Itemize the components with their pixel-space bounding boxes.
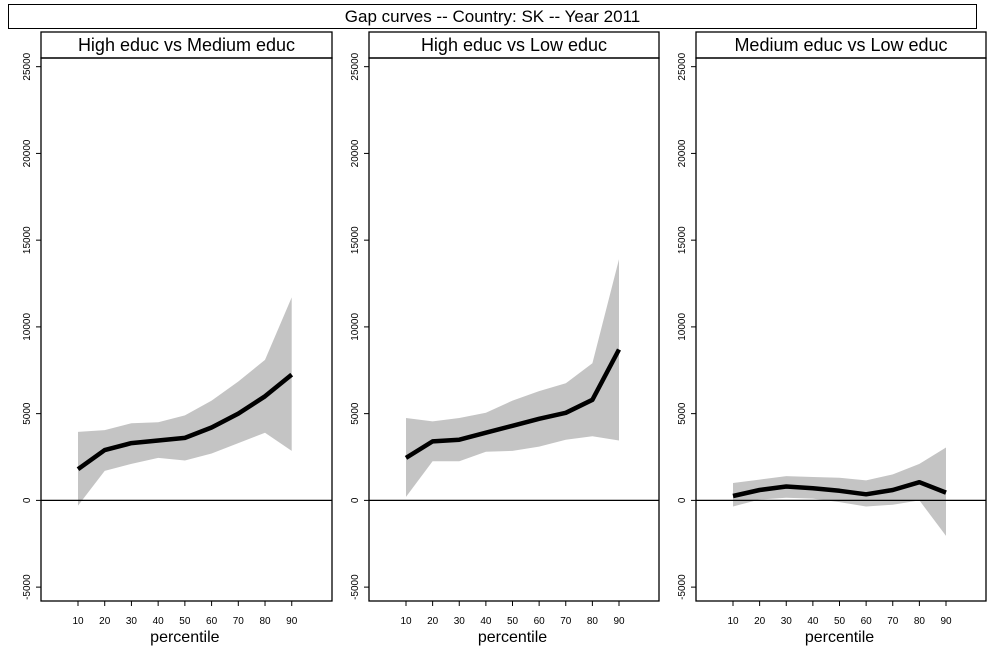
panel-2-xtick-label: 70: [560, 616, 572, 627]
panel-3-xtick-label: 70: [887, 616, 899, 627]
panel-3-ytick-label: 10000: [677, 313, 688, 341]
panel-3-gap-line: [732, 479, 947, 499]
panel-3-xtick-label: 20: [754, 616, 766, 627]
panel-2-strip: [368, 31, 660, 59]
panel-2-ytick-label: 25000: [350, 52, 361, 80]
panel-2-ytick-label: 5000: [350, 402, 361, 425]
panel-1-xtick-label: 60: [206, 616, 218, 627]
panel-2-xtick-label: 90: [613, 616, 625, 627]
panel-3-title: Medium educ vs Low educ: [734, 35, 947, 55]
panel-3-ytick-label: -5000: [677, 574, 688, 600]
panel-1-xtick-label: 90: [286, 616, 298, 627]
panel-1-ytick-label: 15000: [22, 226, 33, 254]
panel-1-xtick-label: 40: [153, 616, 165, 627]
panel-2-ytick-label: 0: [350, 497, 361, 503]
panel-3-xtick-label: 60: [861, 616, 873, 627]
panel-2-ytick-label: 20000: [350, 139, 361, 167]
panel-1-xtick-label: 80: [259, 616, 271, 627]
panel-1-ytick-label: -5000: [22, 574, 33, 600]
panel-3-ytick-label: 25000: [677, 52, 688, 80]
panel-3-xaxis-title: percentile: [805, 629, 874, 646]
panel-1-xtick-label: 50: [179, 616, 191, 627]
panel-3-xtick-label: 50: [834, 616, 846, 627]
panel-2-xtick-label: 40: [480, 616, 492, 627]
panel-3-ytick-label: 5000: [677, 402, 688, 425]
panel-2-title: High educ vs Low educ: [421, 35, 607, 55]
panel-3-xtick-label: 90: [940, 616, 952, 627]
panel-1-ytick-label: 20000: [22, 139, 33, 167]
panel-1-xtick-label: 30: [126, 616, 138, 627]
panel-1-plot-frame: [40, 57, 333, 602]
panel-1-xaxis-title: percentile: [150, 629, 219, 646]
panel-2-xaxis-title: percentile: [478, 629, 547, 646]
panel-1-xtick-label: 10: [72, 616, 84, 627]
panel-3-plot-frame: [695, 57, 987, 602]
panel-3-strip: [695, 31, 987, 59]
figure-title: Gap curves -- Country: SK -- Year 2011: [8, 4, 977, 29]
panel-2-xtick-label: 60: [534, 616, 546, 627]
panel-3-xtick-label: 30: [781, 616, 793, 627]
panel-2-xtick-label: 20: [427, 616, 439, 627]
panel-3-ytick-label: 0: [677, 497, 688, 503]
panel-1-title: High educ vs Medium educ: [78, 35, 295, 55]
panel-2-gap-line: [404, 348, 621, 460]
panel-2-ytick-label: 10000: [350, 313, 361, 341]
panel-1-gap-line: [76, 372, 294, 472]
panel-3-ytick-label: 20000: [677, 139, 688, 167]
panel-2-ytick-label: 15000: [350, 226, 361, 254]
panel-2-plot-frame: [368, 57, 660, 602]
panel-1-confidence-band: [78, 297, 292, 506]
panel-1-ytick-label: 10000: [22, 313, 33, 341]
panel-1-xtick-label: 20: [99, 616, 111, 627]
panel-2-ytick-label: -5000: [350, 574, 361, 600]
panel-1-ytick-label: 25000: [22, 52, 33, 80]
panel-3-xtick-label: 40: [807, 616, 819, 627]
panel-2-xtick-label: 50: [507, 616, 519, 627]
panel-2-xtick-label: 80: [587, 616, 599, 627]
panel-1-ytick-label: 5000: [22, 402, 33, 425]
panel-2-xtick-label: 10: [400, 616, 412, 627]
panel-2-xtick-label: 30: [454, 616, 466, 627]
panel-3-xtick-label: 10: [727, 616, 739, 627]
panel-3-xtick-label: 80: [914, 616, 926, 627]
panel-2-confidence-band: [406, 259, 619, 497]
panel-3-ytick-label: 15000: [677, 226, 688, 254]
panel-1-ytick-label: 0: [22, 497, 33, 503]
panel-1-xtick-label: 70: [233, 616, 245, 627]
